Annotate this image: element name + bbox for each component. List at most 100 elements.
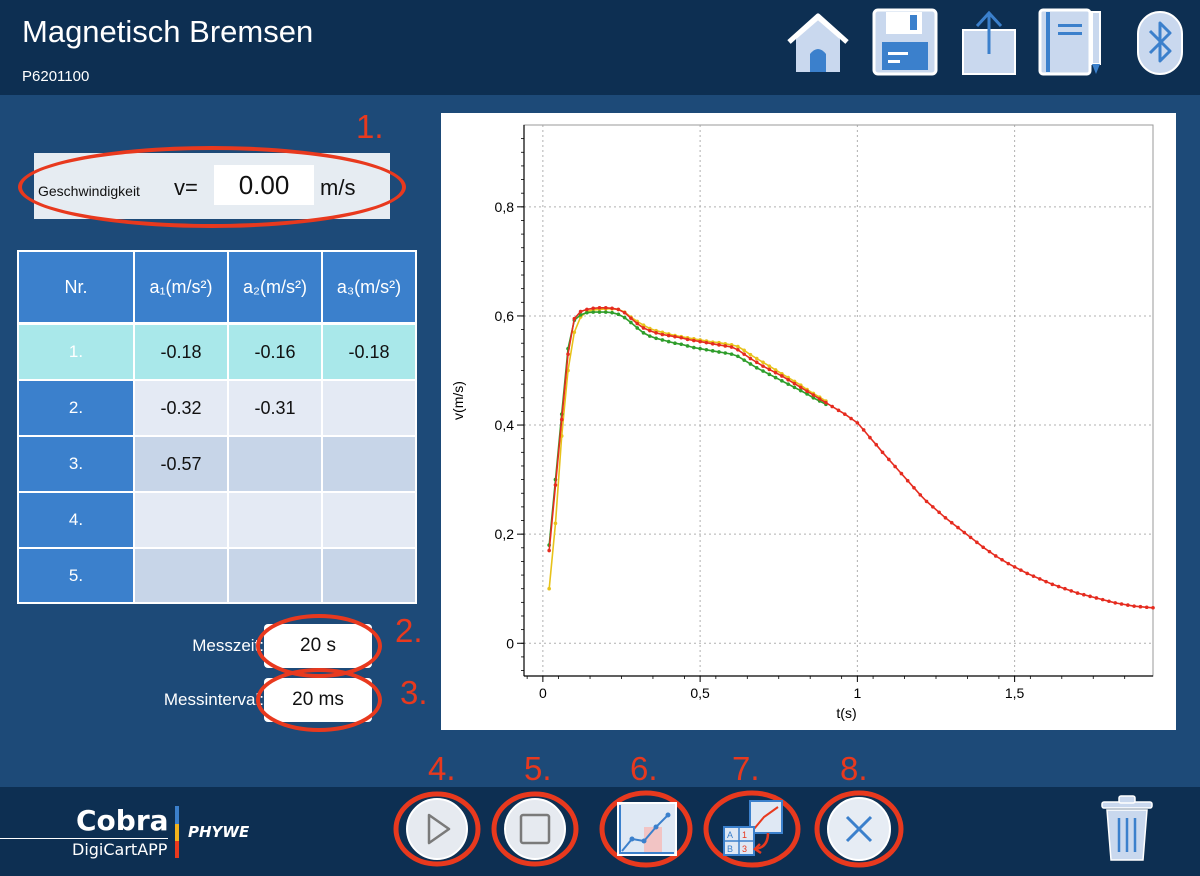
table-cell[interactable] bbox=[323, 381, 415, 435]
table-header-a1: a₁(m/s²) bbox=[135, 252, 227, 322]
data-point bbox=[635, 326, 640, 330]
data-point bbox=[1151, 606, 1155, 610]
data-point bbox=[748, 352, 753, 357]
svg-text:3: 3 bbox=[742, 844, 747, 854]
data-point bbox=[648, 334, 652, 338]
x-axis-label: t(s) bbox=[836, 705, 856, 721]
table-row-number[interactable]: 3. bbox=[19, 437, 133, 491]
velocity-chart[interactable]: 0 0,5 1 1,5 0 0,2 0,4 0,6 0,8 t(s) v(m/s) bbox=[441, 113, 1176, 730]
table-cell[interactable] bbox=[135, 493, 227, 547]
messinterval-label: Messinterval: bbox=[163, 690, 264, 709]
close-button[interactable] bbox=[814, 789, 904, 869]
data-point bbox=[754, 360, 759, 365]
data-point bbox=[792, 381, 797, 386]
annotation-number: 7. bbox=[732, 750, 760, 787]
table-cell[interactable]: -0.57 bbox=[135, 437, 227, 491]
data-point bbox=[1006, 561, 1011, 566]
data-point bbox=[1037, 577, 1042, 581]
data-point bbox=[761, 369, 765, 373]
data-point bbox=[729, 345, 734, 349]
logo-digicart: DigiCartAPP bbox=[72, 840, 168, 859]
data-point bbox=[780, 379, 784, 383]
table-row-number[interactable]: 4. bbox=[19, 493, 133, 547]
data-point bbox=[811, 393, 816, 397]
data-point bbox=[880, 450, 885, 455]
y-tick-label: 0,6 bbox=[495, 308, 515, 324]
table-cell[interactable]: -0.18 bbox=[323, 325, 415, 379]
data-point bbox=[1100, 597, 1105, 602]
table-chart-button[interactable]: A 1 B 3 bbox=[702, 789, 802, 869]
data-point bbox=[654, 336, 658, 341]
table-cell[interactable] bbox=[229, 493, 321, 547]
graph-analysis-button[interactable] bbox=[598, 789, 694, 869]
save-icon[interactable] bbox=[870, 8, 940, 78]
messzeit-field[interactable]: 20 s bbox=[264, 624, 372, 668]
bluetooth-icon[interactable] bbox=[1130, 8, 1190, 78]
table-cell[interactable] bbox=[323, 437, 415, 491]
table-cell[interactable] bbox=[323, 549, 415, 602]
data-point bbox=[578, 313, 583, 317]
data-point bbox=[943, 515, 948, 520]
table-header-nr: Nr. bbox=[19, 252, 133, 322]
data-point bbox=[1063, 586, 1067, 591]
table-cell[interactable] bbox=[229, 549, 321, 602]
data-point bbox=[704, 340, 709, 345]
data-point bbox=[817, 397, 822, 401]
data-point bbox=[767, 372, 772, 377]
table-header-a2: a₂(m/s²) bbox=[229, 252, 321, 322]
data-point bbox=[723, 344, 728, 348]
data-point bbox=[673, 334, 677, 339]
messinterval-field[interactable]: 20 ms bbox=[264, 678, 372, 722]
notebook-icon[interactable] bbox=[1036, 8, 1106, 78]
data-point bbox=[754, 365, 759, 370]
data-point bbox=[666, 339, 671, 344]
speed-unit: m/s bbox=[320, 175, 356, 200]
data-point bbox=[572, 330, 577, 335]
trash-icon bbox=[1101, 795, 1153, 861]
table-row-number[interactable]: 1. bbox=[19, 325, 133, 379]
table-cell[interactable]: -0.31 bbox=[229, 381, 321, 435]
x-tick-label: 0,5 bbox=[690, 685, 710, 701]
data-point bbox=[975, 540, 979, 545]
data-point bbox=[616, 307, 621, 312]
data-point bbox=[805, 392, 809, 396]
table-cell[interactable] bbox=[229, 437, 321, 491]
table-row-number[interactable]: 2. bbox=[19, 381, 133, 435]
export-icon[interactable] bbox=[955, 8, 1025, 78]
data-point bbox=[836, 408, 841, 413]
data-point bbox=[1012, 565, 1017, 569]
home-icon[interactable] bbox=[783, 8, 853, 78]
speed-display: Geschwindigkeit v= 0.00 m/s bbox=[34, 153, 390, 219]
table-cell[interactable]: -0.32 bbox=[135, 381, 227, 435]
data-point bbox=[717, 343, 721, 347]
data-point bbox=[949, 520, 954, 525]
data-point bbox=[786, 377, 790, 382]
logo-phywe: PHYWE bbox=[188, 823, 250, 841]
data-point bbox=[968, 535, 973, 540]
table-row-number[interactable]: 5. bbox=[19, 549, 133, 602]
data-point bbox=[1000, 557, 1004, 562]
annotation-number: 1. bbox=[356, 108, 384, 145]
stop-button[interactable] bbox=[491, 791, 579, 867]
data-point bbox=[648, 328, 652, 333]
logo-underline bbox=[0, 838, 168, 839]
table-cell[interactable] bbox=[135, 549, 227, 602]
data-point bbox=[717, 350, 721, 354]
speed-variable: v= bbox=[174, 175, 198, 200]
data-point bbox=[622, 310, 627, 315]
trash-button[interactable] bbox=[1098, 792, 1156, 864]
data-point bbox=[1019, 568, 1023, 572]
table-cell[interactable] bbox=[323, 493, 415, 547]
data-point bbox=[666, 333, 671, 338]
data-point bbox=[547, 586, 551, 591]
data-point bbox=[1044, 579, 1048, 584]
graph-analysis-icon bbox=[599, 790, 693, 868]
table-cell[interactable]: -0.18 bbox=[135, 325, 227, 379]
play-button[interactable] bbox=[393, 791, 481, 867]
data-point bbox=[767, 367, 772, 372]
plot-frame bbox=[523, 124, 1154, 677]
table-cell[interactable]: -0.16 bbox=[229, 325, 321, 379]
data-point bbox=[1056, 584, 1061, 589]
data-point bbox=[698, 346, 702, 351]
data-point bbox=[773, 368, 778, 372]
